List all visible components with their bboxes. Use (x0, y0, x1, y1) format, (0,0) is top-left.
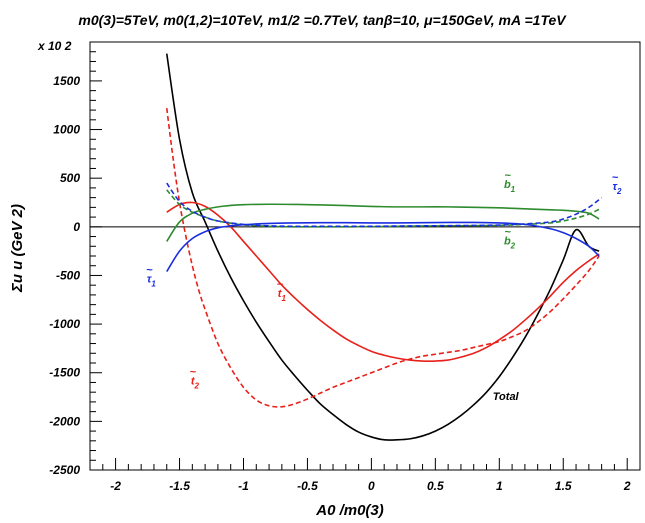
y-tick-label: 500 (60, 171, 80, 185)
y-tick-label: -1000 (49, 317, 80, 331)
x-tick-label: 2 (623, 479, 631, 493)
annotation-layer: b1~b2~t1~t2~τ1~τ2~Total (146, 170, 622, 403)
plot-border (89, 41, 641, 471)
y-tick-label: 1500 (53, 74, 80, 88)
y-tick-label: 1000 (53, 123, 80, 137)
series-layer (165, 53, 603, 441)
x-axis-label: A0 /m0(3) (315, 502, 384, 519)
y-tick-label: -500 (56, 268, 80, 282)
x-tick-label: 0 (368, 479, 375, 493)
annotation-subscript: 1 (281, 294, 286, 303)
y-tick-label: 0 (73, 220, 80, 234)
series-line-b2 (166, 189, 600, 228)
annotation-base: τ (147, 273, 152, 285)
x-tick-label: -1 (238, 479, 249, 493)
annotation-tau2: τ2 (613, 181, 623, 196)
tilde-mark: ~ (612, 172, 619, 184)
y-axis-ticks: -2500 -2000 -1500 -1000 -500 0 500 1000 1500 (49, 51, 102, 477)
tilde-mark: ~ (190, 366, 197, 378)
series-line-tau1 (166, 221, 600, 272)
x-tick-label: -0.5 (297, 479, 318, 493)
tilde-mark: ~ (146, 264, 153, 276)
x-axis-ticks: -2 -1.5 -1 -0.5 0 0.5 1 1.5 2 (102, 458, 631, 493)
series-line-t2 (165, 108, 600, 408)
series-line-t1 (166, 201, 600, 362)
annotation-base: b (504, 179, 511, 191)
y-tick-label: -2500 (49, 463, 80, 477)
annotation-base: Total (493, 391, 520, 403)
annotation-base: τ (613, 181, 618, 193)
y-tick-label: -1500 (49, 366, 80, 380)
annotation-subscript: 2 (193, 381, 199, 390)
x-tick-label: -2 (110, 479, 121, 493)
annotation-base: t (278, 288, 283, 300)
tilde-mark: ~ (277, 279, 284, 291)
series-line-b1 (166, 203, 600, 242)
annotation-subscript: 2 (510, 241, 516, 250)
annotation-t2: t2 (191, 375, 200, 390)
annotation-base: t (191, 375, 196, 387)
series-line-tau2 (166, 182, 603, 228)
annotation-b2: b2 (504, 235, 516, 250)
annotation-tau1: τ1 (147, 273, 157, 288)
annotation-subscript: 1 (151, 279, 156, 288)
series-line-total (165, 53, 600, 441)
x-tick-label: 0.5 (427, 479, 444, 493)
x-tick-label: 1.5 (555, 479, 572, 493)
y-axis-label: Σu u (GeV 2) (9, 204, 26, 293)
x-tick-label: 1 (496, 479, 503, 493)
annotation-subscript: 1 (511, 185, 516, 194)
annotation-subscript: 2 (616, 187, 622, 196)
plot-frame (89, 41, 641, 471)
chart-title: m0(3)=5TeV, m0(1,2)=10TeV, m1/2 =0.7TeV,… (78, 12, 567, 28)
y-tick-label: -2000 (49, 414, 80, 428)
annotation-base: b (504, 235, 511, 247)
tilde-mark: ~ (504, 226, 511, 238)
tilde-mark: ~ (504, 170, 511, 182)
annotation-b1: b1 (504, 179, 516, 194)
y-multiplier: x 10 2 (37, 39, 72, 53)
annotation-total: Total (493, 391, 520, 403)
annotation-t1: t1 (278, 288, 287, 303)
x-tick-label: -1.5 (169, 479, 190, 493)
